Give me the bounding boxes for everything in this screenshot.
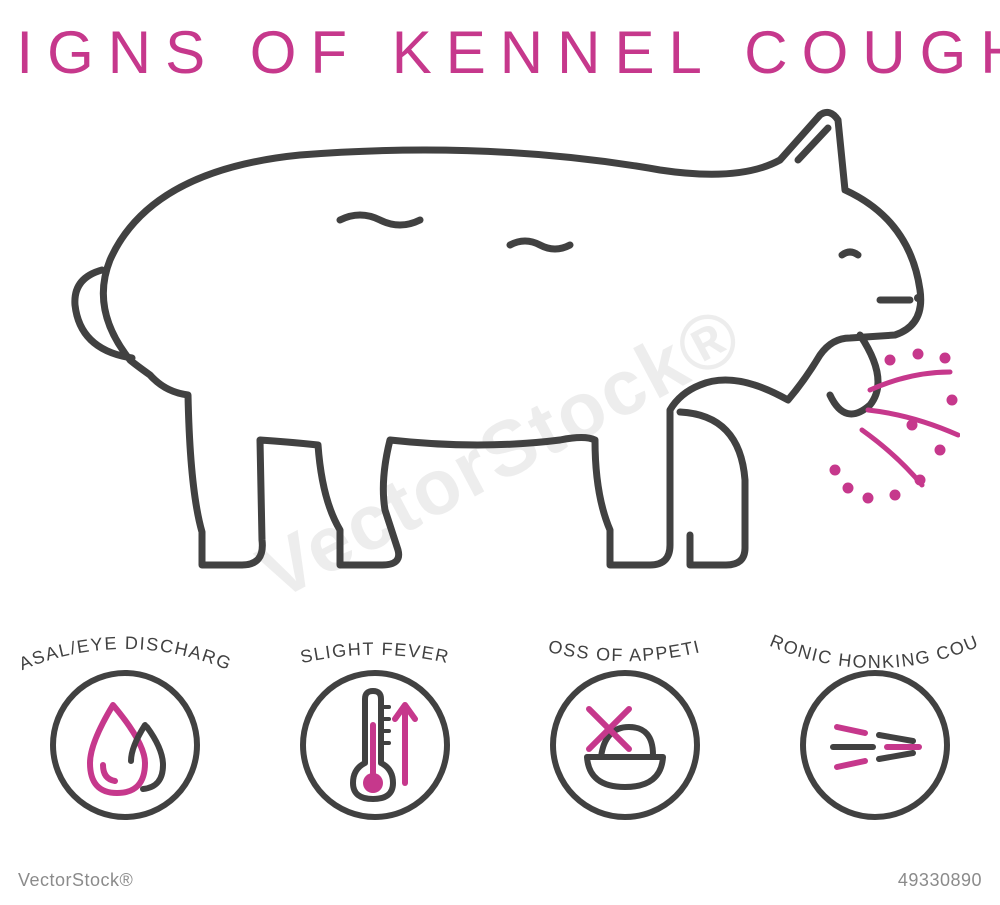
footer-brand: VectorStock® — [18, 870, 133, 891]
page-title: SIGNS OF KENNEL COUGH — [0, 18, 1000, 87]
dog-illustration — [40, 100, 960, 620]
symptoms-row: NASAL/EYE DISCHARGE SLIGHT FEVER — [0, 625, 1000, 845]
no-food-icon — [545, 665, 705, 825]
symptom-label: CHRONIC HONKING COUGH — [760, 631, 990, 673]
dog-outline — [75, 112, 922, 565]
symptom-label: LOSS OF APPETIT — [525, 631, 725, 671]
svg-text:LOSS OF APPETIT: LOSS OF APPETIT — [525, 631, 703, 665]
svg-text:SLIGHT FEVER: SLIGHT FEVER — [298, 639, 451, 667]
footer-bar: VectorStock® 49330890 — [0, 855, 1000, 905]
symptom-slight-fever: SLIGHT FEVER — [260, 625, 490, 825]
droplet-icon — [45, 665, 205, 825]
cough-particles — [830, 349, 958, 503]
thermometer-icon — [295, 665, 455, 825]
svg-text:NASAL/EYE DISCHARGE: NASAL/EYE DISCHARGE — [15, 631, 235, 671]
symptom-loss-of-appetite: LOSS OF APPETIT — [510, 625, 740, 825]
symptom-label: SLIGHT FEVER — [275, 631, 475, 671]
symptom-chronic-honking-cough: CHRONIC HONKING COUGH — [760, 625, 990, 825]
symptom-nasal-eye-discharge: NASAL/EYE DISCHARGE — [10, 625, 240, 825]
svg-text:CHRONIC HONKING COUGH: CHRONIC HONKING COUGH — [760, 631, 982, 672]
cough-lines-icon — [795, 665, 955, 825]
symptom-label: NASAL/EYE DISCHARGE — [15, 631, 235, 671]
footer-id: 49330890 — [898, 870, 982, 891]
